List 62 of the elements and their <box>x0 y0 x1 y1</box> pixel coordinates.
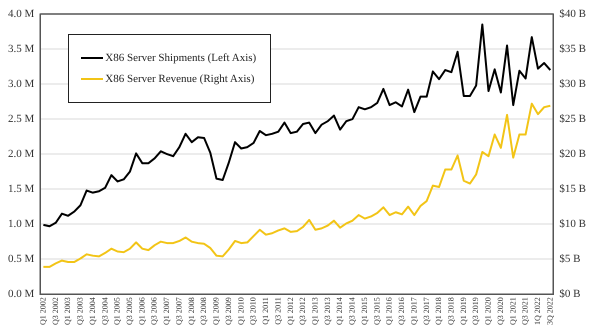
x-tick-label: Q1 2004 <box>88 297 97 326</box>
x-tick-label: Q3 2013 <box>322 297 332 326</box>
x-tick-label: Q3 2002 <box>50 297 60 326</box>
x-tick-label: Q3 2021 <box>520 297 530 326</box>
x-tick-label: Q3 2010 <box>248 297 258 326</box>
x-tick-label: Q1 2010 <box>236 297 246 326</box>
x-tick-label: Q1 2015 <box>360 297 369 326</box>
x-tick-label: Q3 2014 <box>348 297 357 326</box>
y2-tick-label: $40 B <box>559 8 586 20</box>
x-tick-label: Q1 2016 <box>384 297 394 326</box>
legend-label: X86 Server Revenue (Right Axis) <box>105 73 254 85</box>
x-tick-label: Q1 2019 <box>458 297 468 326</box>
y-tick-label: 1.5 M <box>8 183 34 196</box>
y2-tick-label: $0 B <box>559 288 581 300</box>
y2-tick-label: $35 B <box>559 42 586 55</box>
x-tick-label: Q3 2008 <box>199 297 208 326</box>
x-tick-label: Q1 2006 <box>137 297 146 326</box>
x-tick-label: Q3 2020 <box>496 297 505 326</box>
x-tick-label: Q3 2019 <box>471 297 480 326</box>
y2-tick-label: $30 B <box>559 78 586 90</box>
x-tick-label: Q3 2015 <box>372 297 382 326</box>
x-tick-label: Q3 2009 <box>224 297 233 326</box>
y-tick-label: 1.0 M <box>8 218 34 230</box>
x-tick-label: Q1 2018 <box>434 297 444 326</box>
x-tick-label: Q1 2003 <box>63 297 72 326</box>
y-tick-label: 2.5 M <box>8 112 34 125</box>
x-tick-label: Q1 2012 <box>286 297 295 326</box>
x-tick-label: Q1 2017 <box>409 297 418 326</box>
x-tick-label: Q1 2020 <box>484 297 493 326</box>
y-tick-label: 3.5 M <box>8 42 34 55</box>
x-tick-label: Q3 2018 <box>446 297 456 326</box>
x-tick-label: Q3 2003 <box>76 297 85 326</box>
y-tick-label: 4.0 M <box>8 8 34 20</box>
y-tick-label: 3.0 M <box>8 78 34 90</box>
x-tick-label: 3Q 2022 <box>545 297 554 326</box>
y2-tick-label: $10 B <box>559 218 586 230</box>
x-tick-label: Q1 2002 <box>38 297 48 326</box>
x-tick-label: 1Q 2022 <box>533 297 542 326</box>
y-tick-label: 2.0 M <box>8 148 34 160</box>
x-tick-label: Q1 2014 <box>335 297 344 326</box>
x-tick-label: Q3 2011 <box>273 297 282 325</box>
y2-tick-label: $25 B <box>559 112 586 125</box>
x-tick-label: Q3 2012 <box>298 297 308 326</box>
x-tick-label: Q3 2007 <box>174 297 184 326</box>
x-tick-label: Q3 2016 <box>397 297 406 326</box>
x-tick-label: Q3 2006 <box>150 297 159 326</box>
y2-tick-label: $15 B <box>559 183 586 196</box>
x-tick-label: Q1 2005 <box>112 297 122 326</box>
x-tick-label: Q3 2004 <box>100 297 110 326</box>
y-tick-label: 0.0 M <box>8 288 34 300</box>
x-tick-label: Q1 2011 <box>261 297 270 325</box>
x-tick-label: Q3 2005 <box>125 297 134 326</box>
x-tick-label: Q3 2017 <box>422 297 431 326</box>
x-tick-label: Q1 2013 <box>310 297 320 326</box>
x-tick-label: Q1 2008 <box>186 297 196 326</box>
y-tick-label: 0.5 M <box>8 253 34 266</box>
x-tick-label: Q1 2007 <box>162 297 172 326</box>
x-tick-label: Q1 2021 <box>508 297 518 326</box>
y2-tick-label: $20 B <box>559 148 586 160</box>
y2-tick-label: $5 B <box>559 253 581 266</box>
x-tick-label: Q1 2009 <box>212 297 221 326</box>
legend-label: X86 Server Shipments (Left Axis) <box>105 52 256 64</box>
